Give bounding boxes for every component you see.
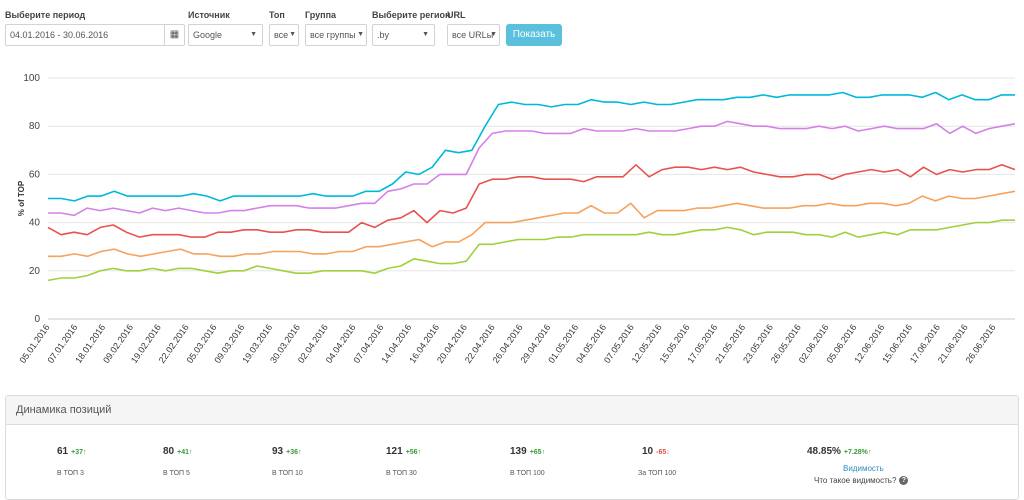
top-filter: Топ все ▼ xyxy=(269,9,299,46)
arrow-up-icon: ↑ xyxy=(417,449,422,456)
period-filter: Выберите период 04.01.2016 - 30.06.2016 … xyxy=(5,9,185,46)
stat-label: В ТОП 100 xyxy=(510,470,545,477)
top-label: Топ xyxy=(269,10,285,20)
stat-label: В ТОП 5 xyxy=(163,470,190,477)
source-select[interactable]: Google ▼ xyxy=(188,24,263,46)
source-label: Источник xyxy=(188,10,230,20)
top-value: все xyxy=(274,30,289,40)
group-value: все группы xyxy=(310,30,356,40)
series-line-2 xyxy=(48,120,1016,217)
region-label: Выберите регион xyxy=(372,10,451,20)
show-button[interactable]: Показать xyxy=(506,24,562,46)
filter-bar: Выберите период 04.01.2016 - 30.06.2016 … xyxy=(0,0,1024,52)
visibility-help[interactable]: Что такое видимость?? xyxy=(814,476,909,486)
y-tick-label: 40 xyxy=(29,218,41,229)
stat-delta: -65 xyxy=(656,449,667,456)
region-value: .by xyxy=(377,30,390,40)
stat-delta: +56 xyxy=(405,449,418,456)
series-line-5 xyxy=(47,219,1015,282)
stat-value: 10 xyxy=(642,446,654,457)
stat-top5: 80 +41↑ xyxy=(163,441,193,459)
arrow-down-icon: ↓ xyxy=(666,449,670,456)
url-value: все URLы xyxy=(452,30,494,40)
group-filter: Группа все группы ▼ xyxy=(305,9,367,46)
arrow-up-icon: ↑ xyxy=(541,449,546,456)
stat-label: В ТОП 30 xyxy=(386,470,417,477)
stat-delta: +41 xyxy=(177,449,189,456)
series-line-3 xyxy=(47,164,1016,238)
stat-label: В ТОП 10 xyxy=(272,470,303,477)
period-label: Выберите период xyxy=(5,10,86,20)
chevron-down-icon: ▼ xyxy=(490,31,497,38)
y-tick-label: 60 xyxy=(29,169,41,180)
arrow-up-icon: ↑ xyxy=(867,449,872,456)
source-filter: Источник Google ▼ xyxy=(188,9,263,46)
arrow-up-icon: ↑ xyxy=(189,449,193,456)
stat-value: 80 xyxy=(163,446,175,457)
calendar-icon[interactable]: ▦ xyxy=(164,25,184,45)
series-line-4 xyxy=(48,190,1016,258)
url-select[interactable]: все URLы ▼ xyxy=(447,24,500,46)
panel-title: Динамика позиций xyxy=(6,396,1018,425)
url-filter: URL все URLы ▼ xyxy=(447,9,500,46)
group-select[interactable]: все группы ▼ xyxy=(305,24,367,46)
stat-label: В ТОП 3 xyxy=(57,470,84,477)
region-filter: Выберите регион .by ▼ xyxy=(372,9,450,46)
arrow-up-icon: ↑ xyxy=(298,449,302,456)
visibility-link[interactable]: Видимость xyxy=(843,464,884,473)
chevron-down-icon: ▼ xyxy=(289,31,296,38)
positions-panel: Динамика позиций 61 +37↑ В ТОП 3 80 +41↑ В… xyxy=(5,395,1019,500)
stat-value: 121 xyxy=(386,446,403,457)
show-group: Показать xyxy=(506,9,562,46)
period-input[interactable]: 04.01.2016 - 30.06.2016 ▦ xyxy=(5,24,185,46)
stat-label: За ТОП 100 xyxy=(638,470,677,477)
period-value: 04.01.2016 - 30.06.2016 xyxy=(10,30,109,40)
stat-delta: +37 xyxy=(71,449,83,456)
y-axis-label: % of TOP xyxy=(17,180,26,216)
chevron-down-icon: ▼ xyxy=(422,31,429,38)
stat-top10: 93 +36↑ xyxy=(272,441,302,459)
top-select[interactable]: все ▼ xyxy=(269,24,299,46)
visibility-question: Что такое видимость? xyxy=(814,476,897,485)
stat-value: 61 xyxy=(57,446,69,457)
stat-top3: 61 +37↑ xyxy=(57,441,87,459)
group-label: Группа xyxy=(305,10,337,20)
y-tick-label: 0 xyxy=(34,314,40,325)
source-value: Google xyxy=(193,30,223,40)
question-icon[interactable]: ? xyxy=(899,476,909,486)
stat-visibility: 48.85% +7.28%↑ xyxy=(807,441,871,459)
chevron-down-icon: ▼ xyxy=(357,31,364,38)
stat-value: 139 xyxy=(510,446,527,457)
series-line-1 xyxy=(48,91,1015,202)
y-tick-label: 80 xyxy=(29,121,41,132)
y-tick-label: 100 xyxy=(23,73,40,84)
url-label: URL xyxy=(447,10,466,20)
chevron-down-icon: ▼ xyxy=(250,31,257,38)
stat-top100: 139 +65↑ xyxy=(510,441,545,459)
region-select[interactable]: .by ▼ xyxy=(372,24,435,46)
stat-value: 93 xyxy=(272,446,284,457)
stat-delta: +65 xyxy=(529,449,542,456)
stat-delta: +36 xyxy=(286,449,298,456)
visibility-value: 48.85% xyxy=(807,446,841,457)
arrow-up-icon: ↑ xyxy=(83,449,87,456)
y-tick-label: 20 xyxy=(29,266,41,277)
stat-top30: 121 +56↑ xyxy=(386,441,421,459)
stat-out-top100: 10 -65↓ xyxy=(642,441,670,459)
visibility-delta: +7.28% xyxy=(843,449,868,456)
